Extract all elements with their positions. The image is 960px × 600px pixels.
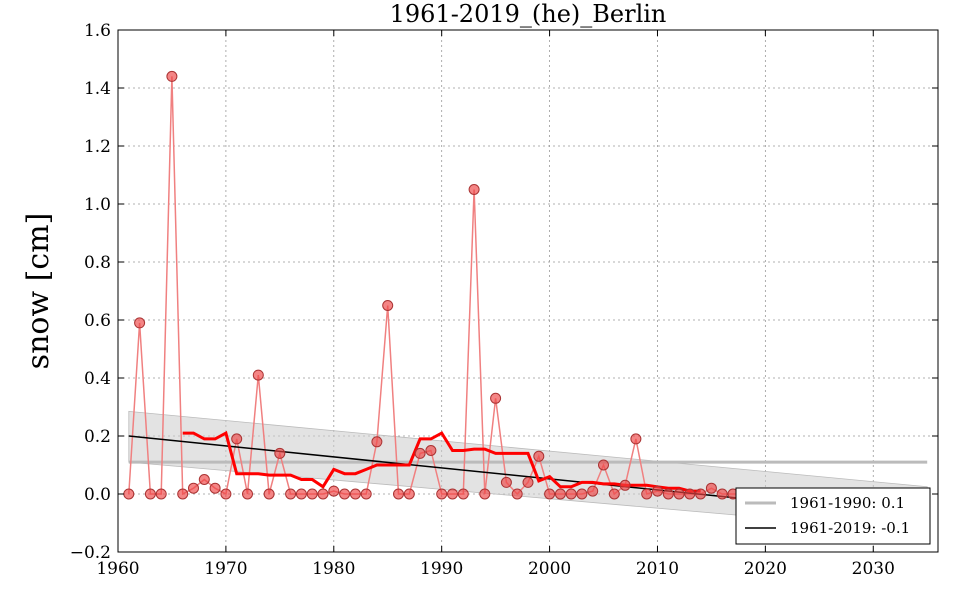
- grid: [118, 30, 938, 552]
- x-tick-label: 1990: [420, 559, 463, 579]
- y-tick-label: 0.2: [84, 427, 111, 447]
- x-tick-label: 1980: [312, 559, 355, 579]
- data-point: [166, 70, 178, 82]
- data-point: [695, 488, 707, 500]
- data-point: [209, 482, 221, 494]
- data-point: [155, 488, 167, 500]
- data-point: [500, 476, 512, 488]
- data-point: [274, 447, 286, 459]
- data-point: [425, 445, 437, 456]
- data-point: [220, 488, 232, 500]
- legend-box: [735, 487, 931, 545]
- x-tick-label: 2030: [852, 559, 895, 579]
- data-point: [554, 488, 566, 500]
- data-point: [490, 392, 502, 404]
- data-point: [522, 476, 534, 488]
- data-point: [177, 488, 189, 500]
- data-point: [684, 488, 696, 500]
- data-point: [457, 488, 469, 500]
- y-tick-label: 0.8: [84, 253, 111, 273]
- data-point: [360, 488, 372, 500]
- data-point: [598, 459, 609, 471]
- x-tick-label: 2010: [636, 559, 679, 579]
- data-point: [328, 485, 340, 497]
- trend-1961-2019-line: [128, 435, 755, 501]
- y-tick-label: 0.6: [84, 311, 111, 331]
- y-tick-label: 0.0: [84, 485, 111, 505]
- data-point: [295, 488, 307, 500]
- data-point: [716, 488, 728, 500]
- legend-label-1961-2019: 1961-2019: -0.1: [790, 519, 910, 537]
- data-point: [382, 300, 394, 311]
- data-point: [252, 369, 264, 381]
- data-point: [285, 488, 297, 500]
- data-point: [317, 488, 329, 500]
- series-layer: [123, 70, 928, 501]
- data-point: [349, 488, 361, 500]
- data-point: [134, 317, 146, 329]
- data-point: [306, 488, 318, 500]
- y-axis-label: snow [cm]: [21, 213, 56, 370]
- data-point: [641, 488, 653, 500]
- x-tick-label: 1960: [96, 559, 139, 579]
- data-point: [198, 474, 210, 485]
- data-point: [608, 488, 620, 500]
- data-point: [123, 488, 135, 500]
- chart-title: 1961-2019_(he)_Berlin: [390, 0, 667, 28]
- y-tick-label: 1.2: [84, 137, 111, 157]
- data-point: [468, 184, 480, 195]
- x-tick-label: 2020: [744, 559, 787, 579]
- data-point: [339, 488, 351, 500]
- legend-label-1961-1990: 1961-1990: 0.1: [790, 494, 905, 512]
- data-point: [242, 488, 253, 500]
- data-point: [393, 488, 404, 500]
- data-point: [565, 488, 577, 500]
- x-tick-label: 1970: [204, 559, 247, 579]
- data-point: [447, 488, 458, 500]
- data-point: [662, 488, 674, 500]
- data-point: [403, 488, 415, 500]
- data-point: [705, 482, 717, 494]
- y-tick-label: −0.2: [70, 543, 111, 563]
- data-point: [544, 488, 556, 500]
- data-point: [619, 479, 631, 491]
- data-point: [479, 488, 491, 500]
- y-tick-label: 1.4: [84, 79, 111, 99]
- data-point: [511, 488, 523, 500]
- y-tick-label: 0.4: [84, 369, 111, 389]
- data-point: [188, 482, 199, 494]
- plot-frame: [117, 29, 939, 553]
- y-tick-label: 1.6: [84, 21, 111, 41]
- data-point: [587, 485, 599, 497]
- data-point: [263, 488, 275, 500]
- data-point: [414, 447, 426, 459]
- ticks: 1960 1970 1980 1990 2000 2010 2020 2030 −0.2 0.0 0…: [70, 21, 938, 579]
- data-point: [652, 485, 663, 497]
- data-point: [533, 450, 545, 462]
- running-mean-line: [182, 430, 701, 493]
- y-tick-label: 1.0: [84, 195, 111, 215]
- data-point: [630, 433, 642, 445]
- data-point: [231, 433, 243, 445]
- x-tick-label: 2000: [528, 559, 571, 579]
- data-point: [436, 488, 448, 500]
- data-point: [576, 488, 588, 500]
- data-point: [673, 488, 685, 500]
- data-point: [144, 488, 156, 500]
- legend: 1961-1990: 0.1 1961-2019: -0.1: [735, 487, 931, 545]
- data-point: [371, 436, 383, 448]
